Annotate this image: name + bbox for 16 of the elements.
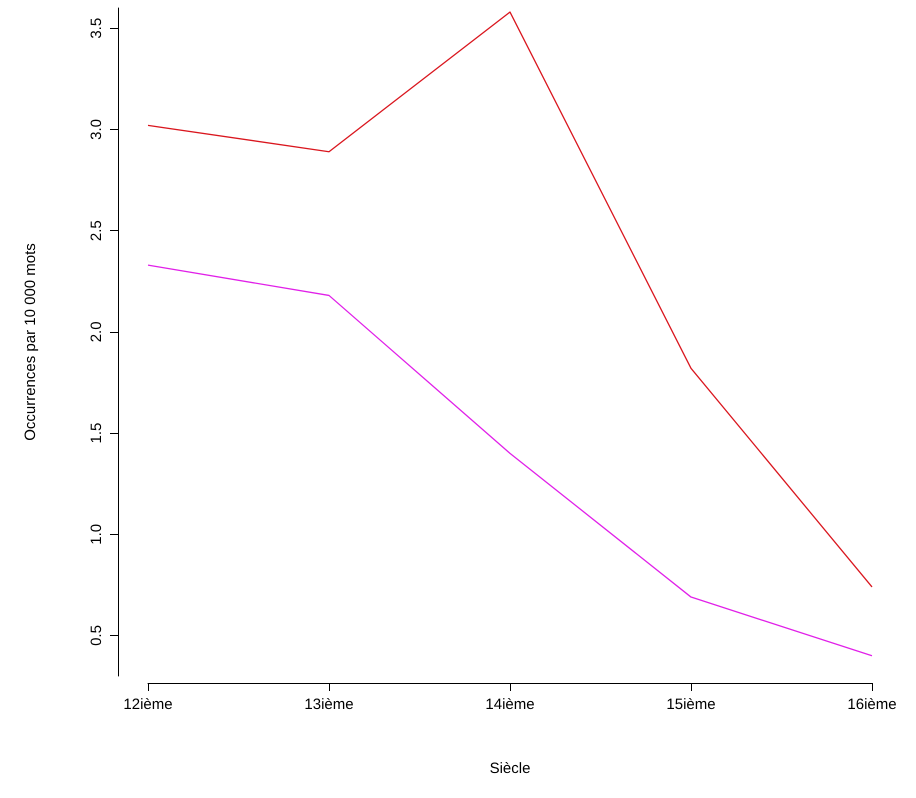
y-tick-label: 1.5 — [88, 422, 105, 444]
y-tick-label: 3.5 — [88, 18, 105, 39]
line-series — [147, 11, 873, 588]
y-tick-label: 2.5 — [88, 220, 105, 242]
line-series — [147, 264, 873, 656]
y-tick-label: 0.5 — [88, 625, 105, 646]
x-axis-title: Siècle — [490, 760, 530, 777]
x-tick-label: 13ième — [304, 696, 354, 713]
x-tick-label: 15ième — [666, 696, 716, 713]
x-tick-label: 14ième — [485, 696, 535, 713]
y-axis-title: Occurrences par 10 000 mots — [22, 243, 39, 441]
y-tick-label: 1.0 — [88, 524, 105, 545]
x-tick-label: 12ième — [123, 696, 173, 713]
y-tick-label: 3.0 — [88, 119, 105, 140]
x-tick-label: 16ième — [847, 696, 897, 713]
y-tick-label: 2.0 — [88, 321, 105, 342]
